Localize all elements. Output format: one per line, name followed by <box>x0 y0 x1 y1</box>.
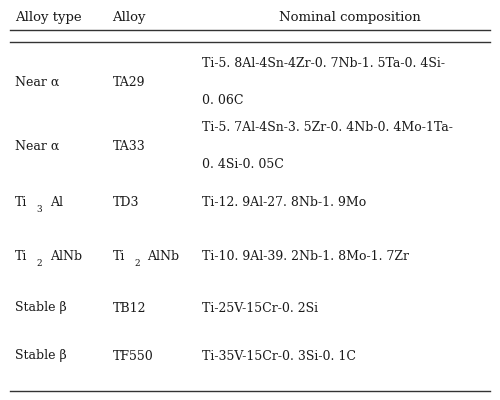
Text: Near α: Near α <box>15 76 60 88</box>
Text: Ti-5. 7Al-4Sn-3. 5Zr-0. 4Nb-0. 4Mo-1Ta-: Ti-5. 7Al-4Sn-3. 5Zr-0. 4Nb-0. 4Mo-1Ta- <box>202 120 454 134</box>
Text: TA33: TA33 <box>112 140 145 152</box>
Text: Near α: Near α <box>15 140 60 152</box>
Text: Alloy: Alloy <box>112 12 146 24</box>
Text: Ti-10. 9Al-39. 2Nb-1. 8Mo-1. 7Zr: Ti-10. 9Al-39. 2Nb-1. 8Mo-1. 7Zr <box>202 250 410 262</box>
Text: 0. 06C: 0. 06C <box>202 94 244 107</box>
Text: Ti-35V-15Cr-0. 3Si-0. 1C: Ti-35V-15Cr-0. 3Si-0. 1C <box>202 350 356 362</box>
Text: 2: 2 <box>134 260 140 268</box>
Text: 3: 3 <box>36 206 42 214</box>
Text: Stable β: Stable β <box>15 302 67 314</box>
Text: Ti-12. 9Al-27. 8Nb-1. 9Mo: Ti-12. 9Al-27. 8Nb-1. 9Mo <box>202 196 367 208</box>
Text: TF550: TF550 <box>112 350 153 362</box>
Text: Stable β: Stable β <box>15 350 67 362</box>
Text: Ti: Ti <box>15 250 28 262</box>
Text: Nominal composition: Nominal composition <box>279 12 421 24</box>
Text: TA29: TA29 <box>112 76 145 88</box>
Text: Ti-25V-15Cr-0. 2Si: Ti-25V-15Cr-0. 2Si <box>202 302 318 314</box>
Text: 0. 4Si-0. 05C: 0. 4Si-0. 05C <box>202 158 284 171</box>
Text: Ti: Ti <box>112 250 125 262</box>
Text: TD3: TD3 <box>112 196 139 208</box>
Text: 2: 2 <box>36 260 42 268</box>
Text: Al: Al <box>50 196 63 208</box>
Text: TB12: TB12 <box>112 302 146 314</box>
Text: Alloy type: Alloy type <box>15 12 82 24</box>
Text: AlNb: AlNb <box>148 250 180 262</box>
Text: Ti-5. 8Al-4Sn-4Zr-0. 7Nb-1. 5Ta-0. 4Si-: Ti-5. 8Al-4Sn-4Zr-0. 7Nb-1. 5Ta-0. 4Si- <box>202 56 446 70</box>
Text: Ti: Ti <box>15 196 28 208</box>
Text: AlNb: AlNb <box>50 250 82 262</box>
